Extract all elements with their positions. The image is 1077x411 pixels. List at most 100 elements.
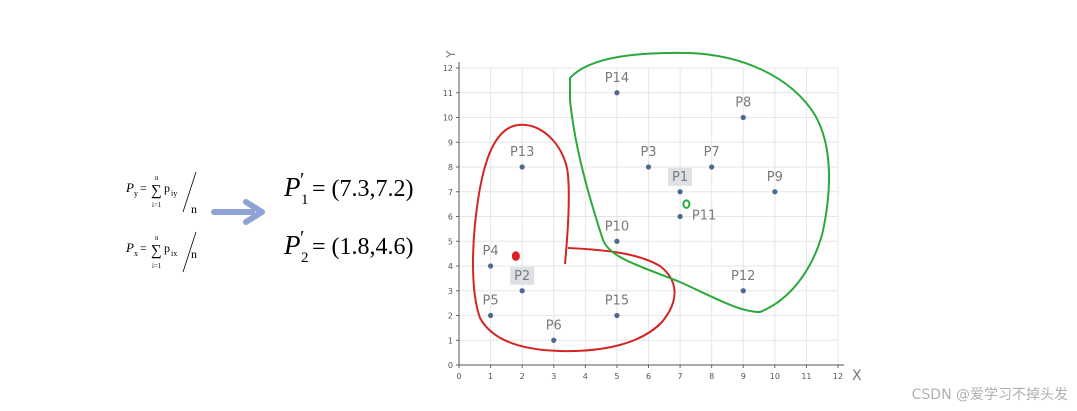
x-tick-label: 2 <box>520 372 525 381</box>
y-tick-label: 10 <box>443 114 453 123</box>
point-label: P2 <box>514 269 530 284</box>
prime: ′ <box>300 169 304 191</box>
x-tick-label: 3 <box>551 372 556 381</box>
point <box>645 164 652 170</box>
symbol: P <box>125 240 134 255</box>
point <box>740 114 746 121</box>
x-tick-label: 4 <box>583 372 588 381</box>
sum-bottom: i=1 <box>152 201 162 209</box>
prime: ′ <box>300 227 304 249</box>
y-tick-label: 3 <box>448 287 453 296</box>
centroid <box>682 199 691 209</box>
term: p <box>164 181 170 195</box>
point-label: P11 <box>692 209 716 224</box>
result-1: P ′ 1 = (7.3,7.2) <box>283 169 414 208</box>
y-tick-label: 6 <box>448 213 453 222</box>
point-label: P10 <box>605 219 629 234</box>
point <box>709 164 715 170</box>
y-tick-label: 4 <box>448 262 453 271</box>
label-highlight <box>668 167 693 186</box>
formula-y: P y = ∑ n i=1 p iy n <box>125 171 197 216</box>
y-tick-label: 12 <box>443 64 453 73</box>
equals: = <box>140 241 147 255</box>
point <box>614 90 620 96</box>
sum-bottom: i=1 <box>152 262 162 270</box>
point <box>614 312 620 319</box>
centroid <box>511 251 520 261</box>
point <box>677 213 683 220</box>
cluster-outline <box>569 51 830 314</box>
y-tick-label: 7 <box>448 188 453 197</box>
term-sub: iy <box>171 189 177 198</box>
x-tick-label: 11 <box>801 372 811 381</box>
y-tick-label: 5 <box>448 237 453 246</box>
sum-top: n <box>155 234 159 242</box>
sum: ∑ <box>151 243 162 259</box>
symbol: P <box>125 180 134 195</box>
x-tick-label: 0 <box>456 372 461 381</box>
symbol: P <box>283 230 301 260</box>
sub: x <box>134 249 138 258</box>
sub: 2 <box>301 250 309 266</box>
equals: = <box>140 181 147 195</box>
y-axis-label: Y <box>444 50 458 59</box>
point <box>772 189 778 195</box>
watermark: CSDN @爱学习不掉头发 <box>912 387 1068 403</box>
point <box>677 189 683 195</box>
point-label: P3 <box>640 145 656 160</box>
x-tick-label: 9 <box>741 372 746 381</box>
sum-top: n <box>155 174 159 182</box>
point-label: P12 <box>731 269 755 284</box>
divisor: n <box>191 247 197 261</box>
point-label: P7 <box>704 145 720 160</box>
point-label: P4 <box>483 244 499 259</box>
point <box>740 288 746 294</box>
value: = (1.8,4.6) <box>312 234 414 260</box>
x-tick-label: 1 <box>488 372 493 381</box>
point-label: P15 <box>605 294 629 309</box>
sub: 1 <box>301 192 309 208</box>
slash <box>182 171 197 213</box>
cluster-outline <box>472 123 676 353</box>
y-tick-label: 0 <box>448 361 453 370</box>
point-label: P5 <box>483 294 499 309</box>
point <box>519 288 525 294</box>
y-tick-label: 2 <box>448 312 453 321</box>
x-tick-label: 6 <box>646 372 651 381</box>
point <box>487 263 494 269</box>
x-tick-label: 10 <box>770 372 780 381</box>
point <box>614 238 620 244</box>
x-tick-label: 12 <box>833 372 843 381</box>
x-tick-label: 5 <box>614 372 619 381</box>
point <box>487 312 494 319</box>
x-tick-label: 8 <box>709 372 714 381</box>
symbol: P <box>283 172 301 202</box>
point-label: P13 <box>510 145 534 160</box>
arrow-head <box>243 199 265 225</box>
result-2: P ′ 2 = (1.8,4.6) <box>283 227 414 266</box>
point-label: P6 <box>546 318 562 333</box>
term-sub: ix <box>171 249 177 258</box>
x-tick-label: 7 <box>678 372 683 381</box>
point <box>551 337 557 343</box>
label-highlight <box>510 266 535 285</box>
sum: ∑ <box>151 183 162 199</box>
y-tick-label: 8 <box>448 163 453 172</box>
x-axis-label: X <box>852 368 862 384</box>
divisor: n <box>191 202 197 216</box>
y-tick-label: 9 <box>448 138 453 147</box>
point-label: P9 <box>767 170 783 185</box>
term: p <box>164 241 170 255</box>
value: = (7.3,7.2) <box>312 176 414 202</box>
point-label: P14 <box>605 71 629 86</box>
point <box>519 164 525 170</box>
y-tick-label: 11 <box>443 89 453 98</box>
point-label: P1 <box>672 170 688 185</box>
slash <box>182 231 197 273</box>
y-tick-label: 1 <box>448 336 453 345</box>
sub: y <box>134 189 138 198</box>
scatter-chart: 0 1 2 3 4 5 6 7 8 9 10 11 120123456789101112XYP1P2P3… <box>443 50 862 384</box>
formula-x: P x = ∑ n i=1 p ix n <box>125 231 197 273</box>
